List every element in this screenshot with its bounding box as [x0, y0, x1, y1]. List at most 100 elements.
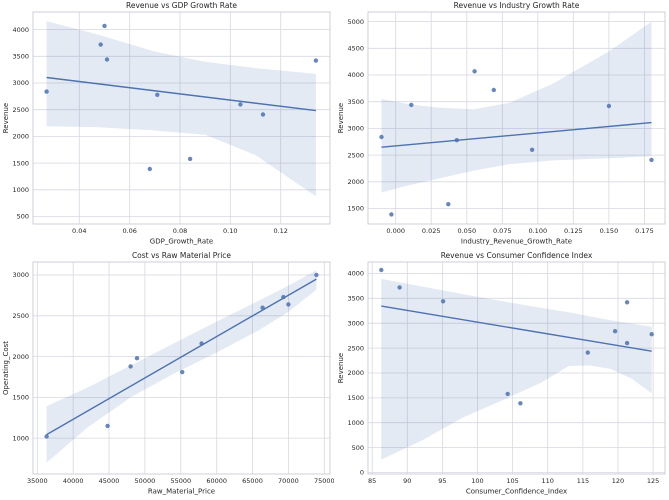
y-tick-label: 3500 — [347, 98, 364, 106]
y-axis-label: Revenue — [337, 103, 345, 134]
chart-svg-gdp: 0.04 0.06 0.08 0.10 0.12 500 1000 1500 2000 2500 3… — [2, 1, 331, 246]
data-point — [397, 285, 402, 290]
data-point — [454, 138, 459, 143]
y-tick-label: 2500 — [347, 151, 364, 159]
data-point — [134, 356, 140, 361]
chart-title: Cost vs Raw Material Price — [132, 251, 231, 260]
subplot-revenue-vs-gdp-growth-rate: 0.04 0.06 0.08 0.10 0.12 500 1000 1500 2000 2500 3… — [0, 0, 334, 250]
x-tick-label: 95 — [438, 477, 446, 485]
data-point — [286, 302, 291, 307]
data-point — [529, 147, 535, 152]
x-tick-label: 85 — [368, 477, 376, 485]
y-tick-label: 1500 — [347, 205, 364, 213]
data-point — [260, 305, 265, 310]
x-tick-label: 75000 — [314, 477, 334, 485]
axes-spine — [367, 11, 666, 225]
y-tick-label: 3000 — [347, 125, 364, 133]
subplot-cost-vs-raw-material-price: 35000 40000 45000 50000 55000 60000 65000 70000… — [0, 250, 335, 500]
y-tick-label: 4000 — [12, 26, 29, 34]
data-point — [379, 134, 384, 140]
regression-line — [46, 278, 317, 436]
y-tick-label: 1500 — [12, 394, 29, 402]
plot-area — [368, 262, 665, 474]
x-axis-label: GDP_Growth_Rate — [150, 238, 213, 246]
confidence-band — [381, 278, 652, 460]
axes-spine — [32, 261, 331, 475]
data-point — [314, 272, 319, 278]
data-point — [187, 156, 193, 162]
regression-line — [46, 76, 316, 112]
y-tick-label: 3500 — [347, 295, 364, 303]
x-axis-label: Raw_Material_Price — [148, 488, 215, 496]
x-tick-label: 0.075 — [493, 227, 512, 235]
data-point — [199, 341, 204, 346]
data-point — [624, 300, 630, 305]
data-point — [147, 166, 152, 172]
data-point — [491, 87, 496, 93]
x-tick-label: 70000 — [278, 477, 299, 485]
y-tick-label: 3500 — [12, 53, 29, 61]
data-point — [472, 69, 477, 74]
data-point — [98, 42, 103, 47]
data-point — [649, 332, 654, 337]
chart-svg-industry: 0.000 0.025 0.050 0.075 0.100 0.125 0.150 0.175… — [337, 1, 666, 246]
y-tick-label: 500 — [352, 444, 364, 452]
x-tick-label: 0.000 — [386, 227, 405, 235]
y-tick-label: 3000 — [12, 271, 29, 279]
x-tick-label: 0.10 — [223, 227, 237, 235]
x-tick-label: 100 — [471, 477, 483, 485]
data-point — [44, 89, 49, 94]
y-tick-label: 2500 — [12, 106, 29, 114]
x-tick-label: 0.08 — [173, 227, 187, 235]
x-tick-label: 35000 — [27, 477, 48, 485]
x-tick-label: 125 — [647, 477, 659, 485]
chart-title: Revenue vs GDP Growth Rate — [126, 1, 237, 10]
data-point — [238, 102, 243, 107]
data-point — [612, 329, 618, 334]
data-point — [518, 401, 523, 406]
data-point — [389, 212, 394, 217]
data-point — [624, 340, 630, 346]
y-axis-label: Revenue — [2, 103, 10, 134]
x-tick-label: 40000 — [63, 477, 84, 485]
y-tick-label: 2000 — [12, 353, 29, 361]
data-point — [505, 391, 510, 397]
y-tick-label: 4000 — [347, 71, 364, 79]
x-tick-label: 115 — [577, 477, 589, 485]
x-axis-label: Consumer_Confidence_Index — [466, 488, 567, 496]
plot-area — [368, 12, 665, 224]
data-point — [409, 102, 414, 108]
x-tick-label: 45000 — [99, 477, 120, 485]
confidence-band — [381, 21, 652, 193]
data-point — [180, 369, 185, 375]
x-tick-label: 0.100 — [528, 227, 547, 235]
data-point — [155, 92, 160, 98]
x-tick-label: 60000 — [206, 477, 227, 485]
data-point — [313, 58, 319, 63]
subplot-revenue-vs-consumer-confidence-index: 85 90 95 100 105 110 115 120 125 0 500 1000 1500 2000… — [335, 250, 669, 500]
y-tick-label: 4500 — [347, 45, 364, 53]
data-point — [44, 434, 49, 439]
regression-line — [381, 305, 652, 352]
x-tick-label: 110 — [541, 477, 553, 485]
confidence-band — [46, 21, 316, 197]
data-point — [446, 202, 451, 207]
data-point — [104, 57, 110, 62]
y-tick-label: 2000 — [347, 178, 364, 186]
x-tick-label: 50000 — [135, 477, 156, 485]
data-point — [281, 294, 286, 300]
x-tick-label: 0.050 — [457, 227, 476, 235]
y-tick-label: 2000 — [12, 133, 29, 141]
x-tick-label: 0.150 — [600, 227, 619, 235]
y-tick-label: 5000 — [347, 18, 364, 26]
x-tick-label: 120 — [612, 477, 624, 485]
x-tick-label: 0.04 — [72, 227, 86, 235]
x-tick-label: 0.025 — [422, 227, 441, 235]
x-tick-label: 0.12 — [273, 227, 287, 235]
x-tick-label: 0.125 — [564, 227, 583, 235]
data-point — [379, 267, 384, 273]
y-tick-label: 2000 — [347, 369, 364, 377]
y-axis-label: Operating_Cost — [2, 341, 10, 395]
data-point — [260, 112, 266, 117]
